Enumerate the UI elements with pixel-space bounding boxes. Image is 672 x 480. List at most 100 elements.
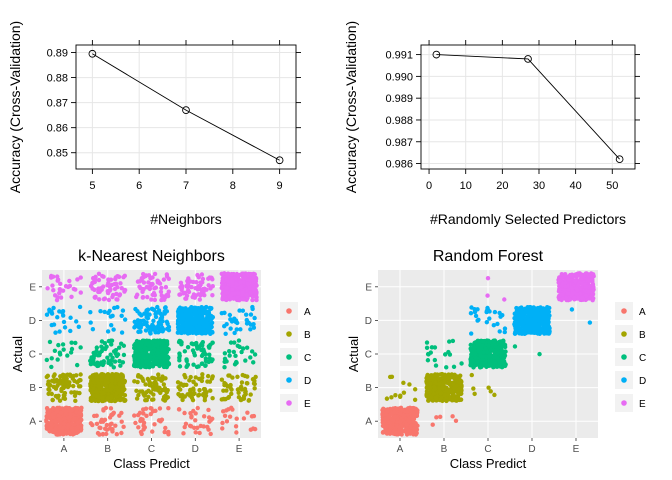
point-A-A <box>404 409 410 414</box>
point-A-D <box>181 431 186 436</box>
point-A-C <box>135 412 141 418</box>
point-A-C <box>157 406 163 411</box>
point-B-E <box>252 378 257 384</box>
point-A-B <box>121 424 126 430</box>
point-A-B <box>437 414 443 420</box>
point-E-E <box>557 278 562 284</box>
point-B-E <box>242 373 248 379</box>
point-A-B <box>117 413 122 418</box>
point-B-B <box>105 375 110 381</box>
point-A-B <box>107 415 113 420</box>
point-E-B <box>106 280 111 286</box>
point-B-C <box>469 372 474 378</box>
point-D-D <box>516 307 522 312</box>
point-C-C <box>493 348 498 353</box>
point-A-A <box>46 412 51 418</box>
point-B-C <box>148 390 154 395</box>
point-C-A <box>65 353 70 358</box>
point-C-E <box>224 359 229 364</box>
point-A-A <box>404 426 410 431</box>
point-A-B <box>450 414 455 419</box>
point-E-A <box>78 275 83 280</box>
point-A-B <box>102 426 108 431</box>
point-E-A <box>55 278 60 283</box>
point-E-E <box>234 281 239 287</box>
point-B-B <box>442 375 447 380</box>
point-C-B <box>108 362 114 367</box>
point-C-E <box>227 353 232 358</box>
point-A-E <box>220 426 225 431</box>
point-E-D <box>210 284 215 289</box>
point-D-B <box>122 317 128 322</box>
point-B-A <box>76 384 82 389</box>
point-A-C <box>138 416 144 422</box>
point-D-C <box>502 329 507 335</box>
point-E-E <box>566 277 571 282</box>
point-E-C <box>148 276 153 281</box>
point-D-E <box>232 330 237 336</box>
y-tick-label: 0.986 <box>385 159 413 171</box>
point-E-E <box>229 279 235 284</box>
point-C-B <box>106 338 111 344</box>
point-B-D <box>189 391 195 397</box>
point-D-C <box>476 317 481 323</box>
point-C-C <box>502 363 508 369</box>
chart-title: k-Nearest Neighbors <box>78 248 225 265</box>
point-E-A <box>45 286 50 291</box>
legend-swatch <box>621 400 627 406</box>
point-D-D <box>534 309 539 314</box>
point-E-E <box>569 285 574 291</box>
point-D-C <box>468 331 474 336</box>
point-A-D <box>189 415 194 420</box>
point-B-D <box>178 387 183 392</box>
point-B-A <box>407 382 412 387</box>
point-D-D <box>179 326 185 331</box>
point-A-C <box>159 417 165 422</box>
point-D-D <box>176 321 181 326</box>
point-B-B <box>118 397 123 403</box>
point-B-D <box>187 378 192 383</box>
series-line <box>436 54 620 160</box>
point-E-B <box>116 274 122 280</box>
point-D-D <box>512 319 518 325</box>
point-C-C <box>480 339 486 344</box>
y-tick-label: D <box>365 316 372 327</box>
point-C-A <box>47 339 53 345</box>
point-A-A <box>59 428 65 434</box>
point-D-D <box>207 329 213 334</box>
point-E-B <box>118 281 123 286</box>
point-B-A <box>393 393 398 398</box>
point-B-C <box>163 376 168 381</box>
point-E-E <box>246 272 251 278</box>
point-B-A <box>412 397 418 402</box>
line-panel-0: 5 6 7 8 90.850.860.870.880.89#NeighborsAccur… <box>7 21 301 227</box>
point-D-A <box>68 328 73 334</box>
point-A-A <box>47 409 52 414</box>
point-E-E <box>245 281 250 287</box>
legend-swatch <box>621 354 627 360</box>
point-C-B <box>442 352 448 357</box>
point-C-B <box>118 363 123 368</box>
point-E-D <box>210 293 215 298</box>
legend-swatch <box>286 331 292 337</box>
point-B-B <box>427 385 433 390</box>
point-A-A <box>77 410 82 415</box>
point-B-A <box>50 397 55 403</box>
point-B-E <box>229 391 234 397</box>
y-tick-label: A <box>29 417 36 428</box>
point-E-E <box>224 290 229 295</box>
point-B-D <box>199 378 205 384</box>
point-B-E <box>235 374 240 379</box>
point-C-D <box>203 363 208 368</box>
point-B-B <box>112 398 117 403</box>
point-C-A <box>78 345 83 350</box>
point-C-D <box>203 358 209 364</box>
point-B-C <box>143 382 148 387</box>
point-D-C <box>502 326 508 331</box>
point-B-E <box>238 384 244 389</box>
y-tick-label: 0.987 <box>385 137 413 149</box>
point-B-C <box>141 378 146 384</box>
point-E-B <box>112 286 118 292</box>
